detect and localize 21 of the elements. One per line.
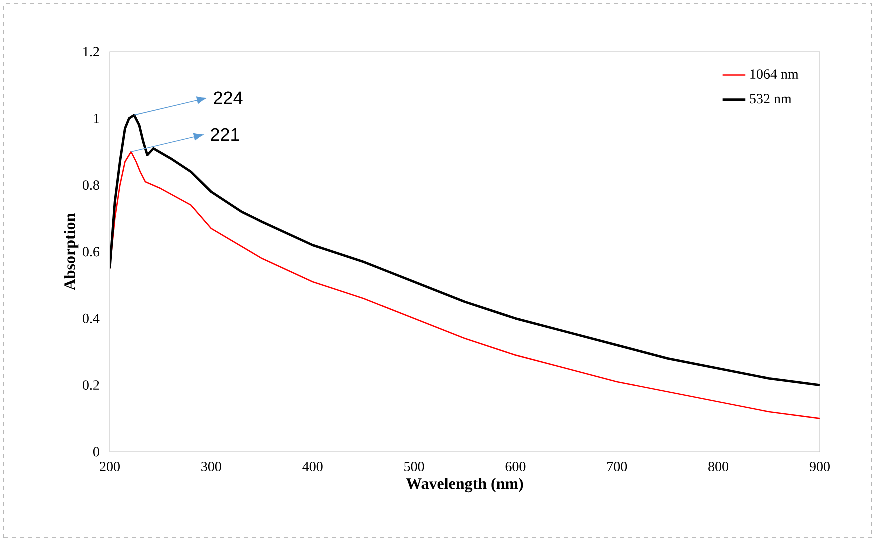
y-tick-label: 0.2: [82, 380, 100, 390]
x-tick-label: 500: [404, 462, 424, 472]
y-tick-label: 0.8: [82, 180, 100, 190]
y-tick-label: 0.6: [82, 247, 100, 257]
legend-label: 1064 nm: [750, 70, 799, 80]
y-tick-label: 1: [94, 114, 100, 124]
x-tick-label: 400: [302, 462, 323, 472]
x-tick-label: 700: [608, 462, 628, 472]
annotation: 221: [211, 128, 240, 141]
annotation: 224: [214, 92, 243, 104]
x-tick-label: 600: [506, 462, 526, 472]
x-tick-label: 900: [810, 462, 830, 472]
x-axis-title: Wavelength (nm): [406, 478, 524, 493]
y-tick-label: 0: [93, 447, 100, 457]
x-tick-label: 200: [100, 462, 120, 472]
y-tick-label: 1.2: [84, 47, 100, 57]
y-axis-title: Absorption: [64, 214, 79, 291]
x-tick-label: 300: [202, 462, 222, 472]
legend-label: 532 nm: [750, 94, 792, 104]
y-tick-label: 0.4: [82, 314, 100, 324]
x-tick-label: 800: [708, 462, 729, 472]
